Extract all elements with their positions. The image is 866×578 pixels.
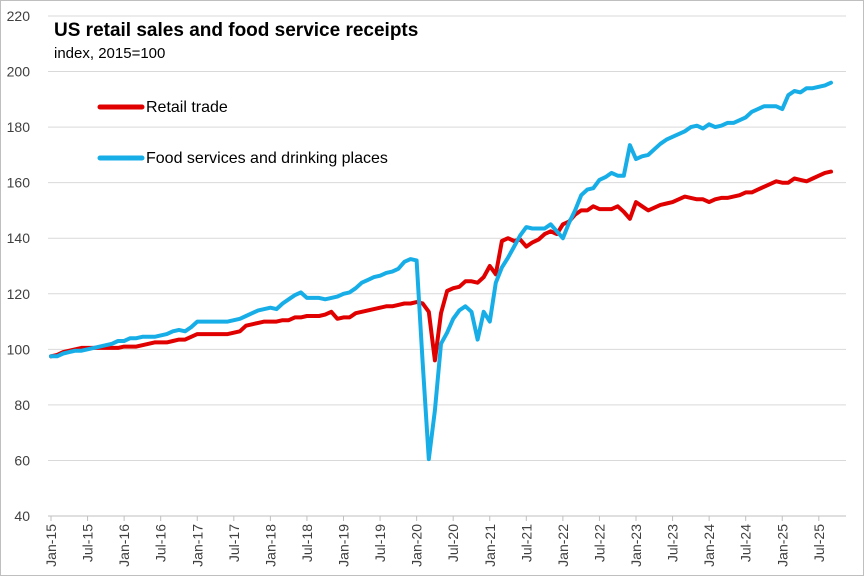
x-tick-label: Jan-21: [482, 524, 498, 567]
x-tick-label: Jan-15: [43, 524, 59, 567]
y-tick-label: 200: [7, 64, 31, 80]
chart-title: US retail sales and food service receipt…: [54, 20, 418, 41]
legend: Retail trade Food services and drinking p…: [97, 99, 388, 167]
x-tick-label: Jan-23: [628, 524, 644, 567]
legend-label: Retail trade: [146, 99, 228, 116]
x-tick-label: Jul-25: [811, 524, 827, 562]
x-tick-label: Jul-16: [153, 524, 169, 562]
x-tick-label: Jul-15: [80, 524, 96, 562]
x-tick-label: Jul-20: [445, 524, 461, 562]
legend-label: Food services and drinking places: [146, 150, 388, 167]
y-tick-label: 40: [14, 508, 30, 524]
x-tick-label: Jul-22: [591, 524, 607, 562]
x-tick-label: Jan-20: [409, 524, 425, 567]
y-tick-label: 160: [7, 175, 31, 191]
x-tick-label: Jul-24: [738, 524, 754, 562]
chart-subtitle: index, 2015=100: [54, 45, 165, 62]
x-tick-label: Jan-17: [189, 524, 205, 567]
y-tick-label: 100: [7, 341, 31, 357]
x-tick-label: Jan-18: [262, 524, 278, 567]
series-lines: [49, 80, 833, 462]
series-line-retail-trade: [49, 169, 833, 363]
x-tick-label: Jul-21: [518, 524, 534, 562]
x-tick-label: Jan-24: [701, 524, 717, 567]
x-tick-label: Jan-16: [116, 524, 132, 567]
x-tick-label: Jan-25: [774, 524, 790, 567]
x-tick-label: Jan-19: [336, 524, 352, 567]
gridlines: [48, 15, 846, 517]
x-tick-label: Jul-19: [372, 524, 388, 562]
x-tick-label: Jul-23: [665, 524, 681, 562]
x-axis: Jan-15 Jul-15 Jan-16 Jul-16 Jan-17 Jul-17 Jan-…: [43, 515, 846, 567]
y-tick-label: 60: [14, 452, 30, 468]
y-axis: 40 60 80 100 120 140 160 180 200 220: [7, 8, 31, 524]
y-tick-label: 120: [7, 286, 31, 302]
x-tick-label: Jul-18: [299, 524, 315, 562]
y-tick-label: 140: [7, 230, 31, 246]
x-tick-label: Jan-22: [555, 524, 571, 567]
y-tick-label: 80: [14, 397, 30, 413]
x-tick-label: Jul-17: [226, 524, 242, 562]
y-tick-label: 220: [7, 8, 31, 24]
series-line-food-services: [49, 80, 833, 462]
y-tick-label: 180: [7, 119, 31, 135]
